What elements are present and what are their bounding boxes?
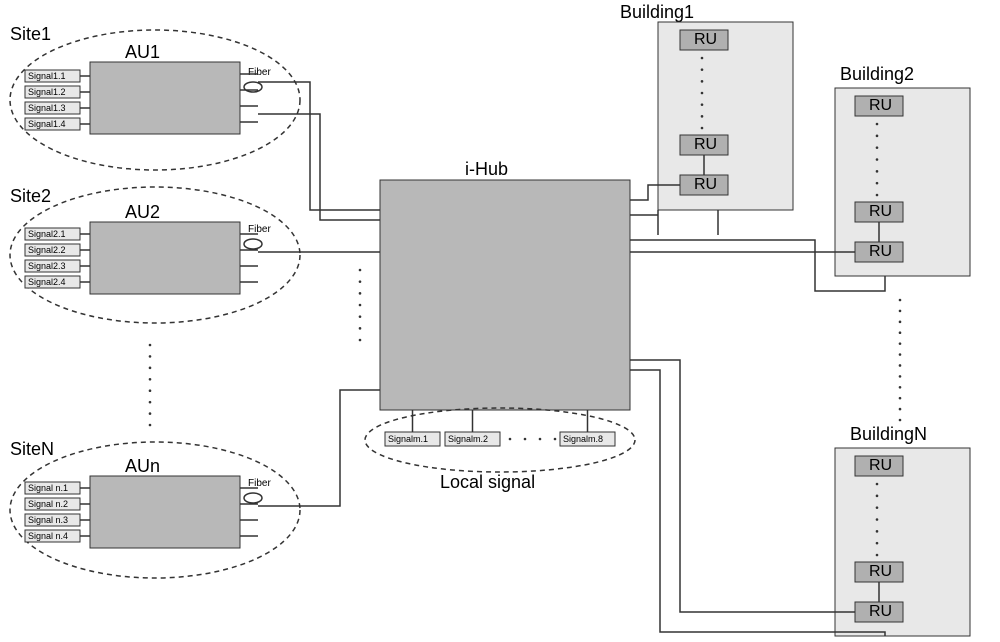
signal-label: Signal n.4	[28, 531, 68, 541]
signal-label: Signal1.2	[28, 87, 66, 97]
ru-label: RU	[694, 136, 717, 153]
ru-label: RU	[869, 203, 892, 220]
au-label: AUn	[125, 456, 160, 476]
signal-label: Signal2.4	[28, 277, 66, 287]
au-box	[90, 476, 240, 548]
ru-label: RU	[869, 457, 892, 474]
site-label: Site1	[10, 24, 51, 44]
site-label: Site2	[10, 186, 51, 206]
local-signal-label: Signalm.1	[388, 434, 428, 444]
local-label: Local signal	[440, 472, 535, 492]
building-label: Building1	[620, 2, 694, 22]
ihub-box	[380, 180, 630, 410]
signal-label: Signal1.3	[28, 103, 66, 113]
signal-label: Signal2.2	[28, 245, 66, 255]
signal-label: Signal n.2	[28, 499, 68, 509]
au-box	[90, 222, 240, 294]
site-label: SiteN	[10, 439, 54, 459]
au-box	[90, 62, 240, 134]
fiber-icon	[244, 493, 262, 503]
network-diagram: Site1 AU1 Signal1.1 Signal1.2 Signal1.3 Signa…	[0, 0, 1000, 642]
ihub-label: i-Hub	[465, 159, 508, 179]
fiber-label: Fiber	[248, 67, 271, 78]
building-label: Building2	[840, 64, 914, 84]
ru-label: RU	[694, 176, 717, 193]
signal-label: Signal2.3	[28, 261, 66, 271]
ru-label: RU	[694, 31, 717, 48]
ru-label: RU	[869, 97, 892, 114]
building-label: BuildingN	[850, 424, 927, 444]
signal-label: Signal2.1	[28, 229, 66, 239]
fiber-icon	[244, 239, 262, 249]
au-label: AU1	[125, 42, 160, 62]
local-signal-label: Signalm.8	[563, 434, 603, 444]
ru-label: RU	[869, 603, 892, 620]
ru-label: RU	[869, 563, 892, 580]
signal-label: Signal n.3	[28, 515, 68, 525]
signal-label: Signal1.4	[28, 119, 66, 129]
local-signal-label: Signalm.2	[448, 434, 488, 444]
signal-label: Signal n.1	[28, 483, 68, 493]
signal-label: Signal1.1	[28, 71, 66, 81]
au-label: AU2	[125, 202, 160, 222]
ru-label: RU	[869, 243, 892, 260]
